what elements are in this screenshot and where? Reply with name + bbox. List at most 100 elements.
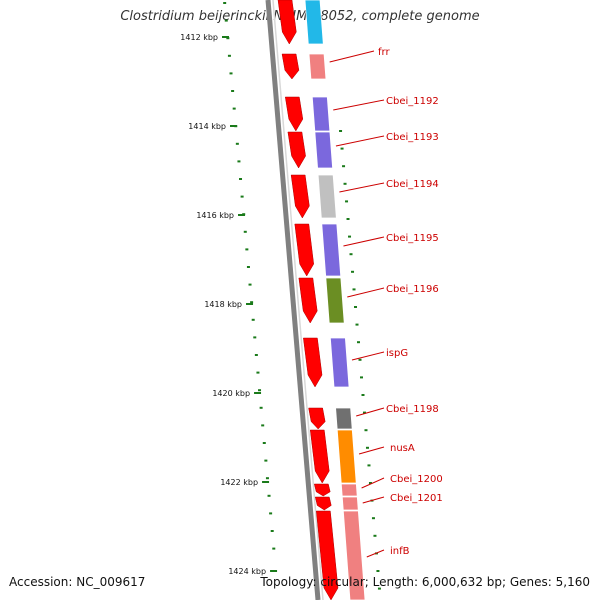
topology-label: Topology: circular; Length: 6,000,632 bp…: [260, 575, 590, 589]
gene-label: Cbei_1201: [390, 493, 443, 504]
gc-skew-dot: [269, 512, 273, 515]
ruler-tick: [246, 303, 254, 305]
gc-skew-dot: [362, 411, 366, 414]
ruler-tick-label: 1422 kbp: [220, 478, 258, 487]
gene-labels: frr Cbei_1192 Cbei_1193 Cbei_1194 Cbei_1195 C…: [329, 47, 443, 558]
gene-leader-line: [361, 477, 385, 489]
gc-skew-dot: [368, 482, 372, 484]
gene-function-block: [340, 483, 358, 497]
gene-label: Cbei_1198: [386, 404, 439, 415]
gc-skew-dot: [373, 534, 377, 537]
gc-skew-dot: [254, 354, 258, 356]
gc-skew-dot: [359, 376, 363, 379]
gene-leader-line: [356, 407, 385, 417]
gc-skew-track: [223, 2, 381, 590]
gc-skew-dot: [345, 200, 349, 203]
gene-strand-arrow: [287, 131, 306, 169]
gene-function-block: [325, 277, 345, 324]
gene-label: ispG: [386, 348, 408, 359]
accession-label: Accession: NC_009617: [9, 575, 146, 589]
gc-skew-dot: [355, 323, 359, 326]
gene-strand-arrow: [281, 53, 300, 80]
gene-leader-line: [343, 236, 385, 247]
gc-skew-dot: [346, 218, 350, 220]
ruler-tick-label: 1418 kbp: [204, 300, 242, 309]
gc-skew-dot: [376, 570, 380, 572]
gene-strand-arrow: [314, 496, 332, 511]
gene-label: Cbei_1192: [386, 96, 439, 107]
gene-leader-line: [362, 496, 385, 504]
gc-skew-dot: [343, 182, 347, 185]
gene-strand-arrow: [303, 337, 323, 388]
gene-function-block: [311, 96, 331, 132]
gene-function-block: [342, 510, 366, 600]
gene-strand-arrow: [316, 510, 339, 600]
gene-label: Cbei_1196: [386, 284, 439, 295]
ruler-tick: [222, 36, 229, 38]
gc-skew-dot: [235, 142, 239, 145]
gene-strand-arrow: [290, 174, 310, 219]
gc-skew-dot: [267, 494, 271, 497]
ruler-tick: [254, 392, 262, 394]
gc-skew-dot: [250, 301, 254, 304]
gc-skew-dot: [357, 341, 361, 344]
gc-skew-dot: [253, 336, 257, 339]
gene-label: Cbei_1194: [386, 179, 439, 190]
gene-leader-line: [339, 182, 385, 193]
gene-function-block: [308, 53, 327, 80]
gene-strand-arrow: [313, 483, 331, 497]
gc-skew-dot: [270, 530, 274, 532]
ruler-tick-label: 1416 kbp: [196, 211, 234, 220]
gc-skew-dot: [239, 178, 243, 180]
gene-leader-line: [366, 549, 385, 558]
gene-function-block: [304, 0, 324, 45]
gene-label: Cbei_1195: [386, 233, 439, 244]
gene-function-block: [329, 337, 350, 388]
gc-skew-dot: [265, 477, 269, 480]
gene-leader-line: [333, 99, 385, 111]
gc-skew-dot: [240, 195, 244, 198]
gene-strand-arrow: [298, 277, 318, 324]
gc-skew-dot: [231, 90, 235, 92]
ruler-tick-label: 1420 kbp: [212, 389, 250, 398]
gene-leader-line: [335, 135, 385, 147]
gc-skew-dot: [361, 394, 365, 396]
gc-skew-dot: [339, 130, 343, 132]
gene-function-block: [314, 131, 334, 169]
backbone-highlight: [272, 0, 324, 600]
backbone-line: [265, 0, 321, 600]
gene-function-block: [335, 407, 353, 430]
backbone-track: [265, 0, 324, 600]
gc-skew-dot: [371, 517, 375, 520]
gc-skew-dot: [256, 371, 260, 374]
gc-skew-dot: [261, 424, 265, 427]
gene-strand-arrow: [277, 0, 297, 45]
gene-leader-line: [351, 351, 385, 361]
gc-skew-dot: [348, 235, 352, 238]
gene-label: nusA: [390, 443, 415, 454]
gc-skew-dot: [264, 459, 268, 462]
gene-strand-arrow: [309, 429, 330, 484]
gc-skew-dot: [258, 389, 262, 392]
gc-skew-dot: [248, 283, 252, 286]
gc-skew-dot: [262, 442, 266, 444]
gc-skew-dot: [354, 306, 358, 308]
gc-skew-dot: [340, 147, 344, 150]
gc-skew-dot: [365, 446, 369, 449]
gc-skew-dot: [227, 54, 231, 57]
ruler-tick: [262, 481, 270, 483]
gene-label: infB: [390, 546, 410, 557]
gc-skew-dot: [224, 19, 228, 22]
gc-skew-dot: [229, 72, 233, 75]
gc-skew-dot: [246, 266, 250, 268]
gene-label: Cbei_1193: [386, 132, 439, 143]
ruler-tick-label: 1412 kbp: [180, 33, 218, 42]
gene-function-block: [321, 223, 342, 277]
gc-skew-dot: [226, 37, 230, 40]
gc-skew-dot: [377, 587, 381, 590]
gc-skew-dot: [349, 253, 353, 256]
gc-skew-dot: [342, 165, 346, 168]
gc-skew-dot: [351, 270, 355, 273]
ruler-tick: [238, 214, 246, 216]
